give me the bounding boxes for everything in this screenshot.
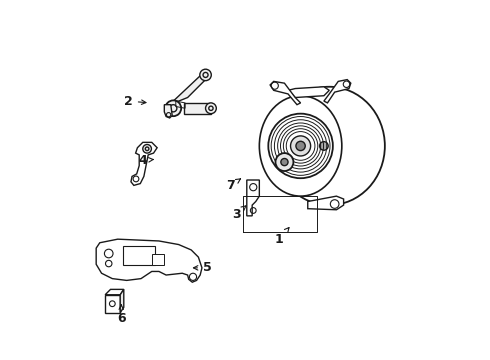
Circle shape xyxy=(314,136,334,156)
Ellipse shape xyxy=(274,87,385,205)
Polygon shape xyxy=(120,289,124,313)
Text: 7: 7 xyxy=(226,179,241,192)
Text: 5: 5 xyxy=(194,261,212,274)
Circle shape xyxy=(291,136,311,156)
Polygon shape xyxy=(96,239,202,282)
Polygon shape xyxy=(105,289,124,295)
Polygon shape xyxy=(324,80,351,103)
Polygon shape xyxy=(308,196,343,210)
Polygon shape xyxy=(270,81,300,105)
Polygon shape xyxy=(247,180,259,216)
Circle shape xyxy=(200,69,211,81)
Ellipse shape xyxy=(259,96,342,196)
Circle shape xyxy=(205,103,216,114)
Bar xyxy=(184,103,211,114)
Circle shape xyxy=(296,141,305,150)
Bar xyxy=(152,254,164,265)
Polygon shape xyxy=(164,105,172,118)
Text: 4: 4 xyxy=(138,154,153,167)
Polygon shape xyxy=(131,142,157,185)
Circle shape xyxy=(143,144,151,153)
Text: 6: 6 xyxy=(117,305,125,325)
Text: 2: 2 xyxy=(124,95,146,108)
Circle shape xyxy=(281,158,288,166)
Text: 1: 1 xyxy=(275,228,289,246)
Bar xyxy=(105,295,120,313)
Circle shape xyxy=(166,100,181,116)
Polygon shape xyxy=(173,72,209,101)
Text: 3: 3 xyxy=(232,206,246,221)
Polygon shape xyxy=(288,87,329,98)
Bar xyxy=(123,246,155,265)
Circle shape xyxy=(319,141,328,150)
Circle shape xyxy=(275,153,294,171)
